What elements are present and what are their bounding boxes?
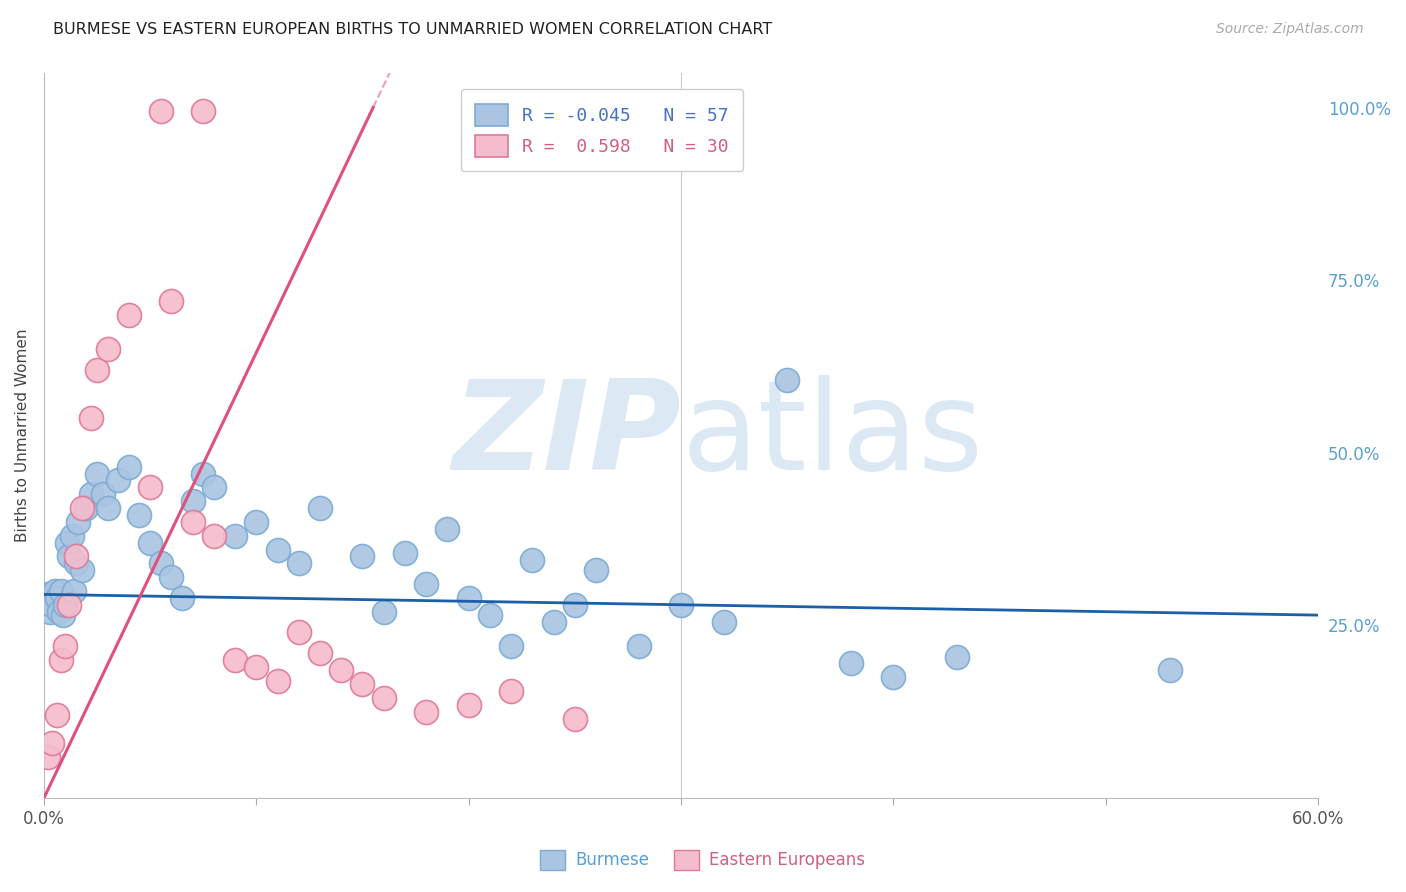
Text: atlas: atlas: [681, 375, 983, 496]
Point: [53, 639, 76, 653]
Point: [170, 591, 193, 605]
Point: [415, 705, 437, 719]
Point: [62, 583, 84, 598]
Text: Source: ZipAtlas.com: Source: ZipAtlas.com: [1216, 22, 1364, 37]
Legend: R = -0.045   N = 57, R =  0.598   N = 30: R = -0.045 N = 57, R = 0.598 N = 30: [461, 89, 744, 171]
Point: [160, 293, 183, 308]
Point: [478, 608, 501, 623]
Point: [669, 598, 692, 612]
Point: [149, 103, 172, 118]
Text: BURMESE VS EASTERN EUROPEAN BIRTHS TO UNMARRIED WOMEN CORRELATION CHART: BURMESE VS EASTERN EUROPEAN BIRTHS TO UN…: [53, 22, 773, 37]
Point: [309, 501, 332, 516]
Point: [224, 653, 246, 667]
Point: [35, 594, 58, 608]
Point: [373, 605, 395, 619]
Point: [149, 557, 172, 571]
Point: [1159, 664, 1181, 678]
Point: [585, 563, 607, 577]
Point: [181, 494, 204, 508]
Point: [352, 677, 374, 691]
Point: [882, 670, 904, 684]
Point: [97, 501, 120, 516]
Point: [39, 605, 62, 619]
Point: [436, 522, 458, 536]
Point: [139, 480, 162, 494]
Point: [49, 653, 72, 667]
Point: [118, 459, 141, 474]
Point: [224, 529, 246, 543]
Text: ZIP: ZIP: [453, 375, 681, 496]
Point: [287, 557, 309, 571]
Point: [266, 673, 288, 688]
Point: [75, 501, 97, 516]
Point: [564, 598, 586, 612]
Point: [65, 549, 87, 564]
Point: [352, 549, 374, 564]
Point: [245, 515, 267, 529]
Point: [48, 605, 70, 619]
Point: [49, 583, 72, 598]
Point: [66, 515, 89, 529]
Point: [58, 598, 80, 612]
Point: [287, 625, 309, 640]
Point: [415, 577, 437, 591]
Point: [53, 598, 76, 612]
Point: [373, 691, 395, 706]
Point: [128, 508, 150, 522]
Point: [245, 660, 267, 674]
Point: [776, 373, 799, 387]
Y-axis label: Births to Unmarried Women: Births to Unmarried Women: [15, 329, 30, 542]
Point: [564, 712, 586, 726]
Point: [457, 698, 479, 712]
Point: [330, 664, 353, 678]
Point: [713, 615, 735, 629]
Point: [45, 708, 67, 723]
Point: [193, 467, 215, 481]
Point: [37, 749, 59, 764]
Point: [86, 467, 108, 481]
Point: [41, 736, 63, 750]
Point: [70, 501, 93, 516]
Point: [45, 591, 67, 605]
Point: [118, 308, 141, 322]
Point: [193, 103, 215, 118]
Point: [627, 639, 650, 653]
Point: [44, 583, 66, 598]
Legend: Burmese, Eastern Europeans: Burmese, Eastern Europeans: [534, 843, 872, 877]
Point: [86, 363, 108, 377]
Point: [139, 535, 162, 549]
Point: [202, 480, 225, 494]
Point: [309, 646, 332, 660]
Point: [543, 615, 565, 629]
Point: [70, 563, 93, 577]
Point: [37, 587, 59, 601]
Point: [41, 598, 63, 612]
Point: [79, 487, 101, 501]
Point: [946, 649, 969, 664]
Point: [394, 546, 416, 560]
Point: [501, 639, 523, 653]
Point: [65, 557, 87, 571]
Point: [839, 657, 862, 671]
Point: [93, 487, 115, 501]
Point: [501, 684, 523, 698]
Point: [60, 529, 83, 543]
Point: [52, 608, 75, 623]
Point: [266, 542, 288, 557]
Point: [202, 529, 225, 543]
Point: [97, 343, 120, 357]
Point: [522, 553, 544, 567]
Point: [457, 591, 479, 605]
Point: [160, 570, 183, 584]
Point: [181, 515, 204, 529]
Point: [58, 549, 80, 564]
Point: [107, 474, 129, 488]
Point: [79, 411, 101, 425]
Point: [56, 535, 79, 549]
